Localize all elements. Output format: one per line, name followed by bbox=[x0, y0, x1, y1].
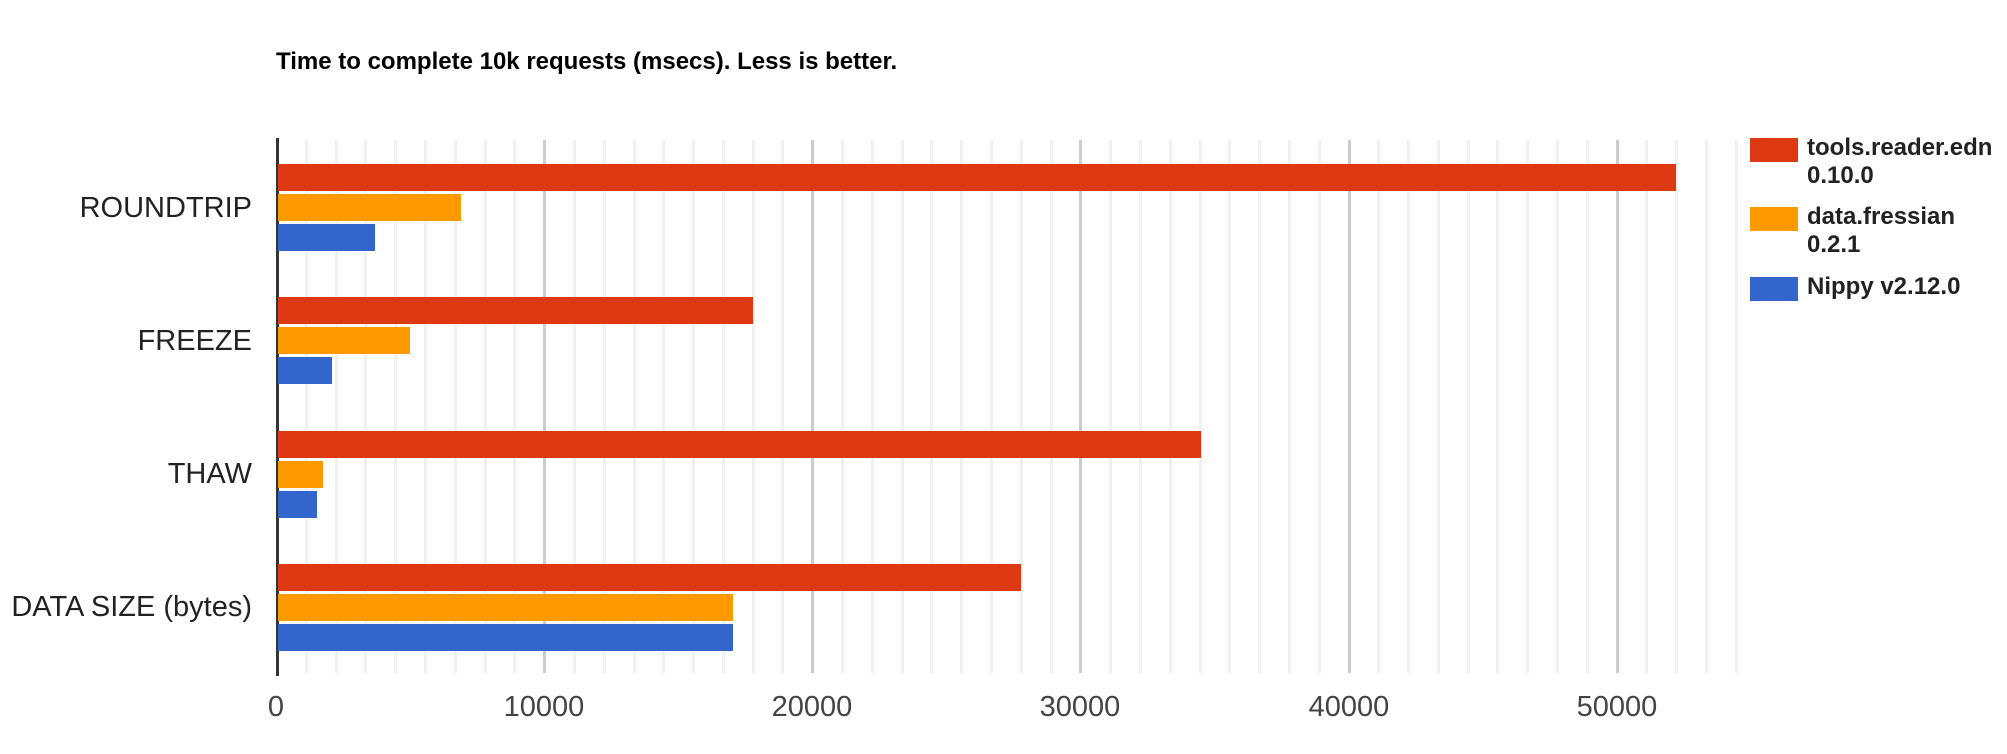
major-gridline bbox=[1079, 140, 1083, 673]
x-tick-label: 0 bbox=[267, 691, 285, 723]
minor-gridline bbox=[841, 140, 845, 673]
x-tick-label: 20000 bbox=[771, 691, 853, 723]
category-label: FREEZE bbox=[137, 325, 252, 357]
minor-gridline bbox=[1138, 140, 1142, 673]
bar-freeze-series2 bbox=[278, 357, 332, 384]
x-tick-label: 30000 bbox=[1039, 691, 1121, 723]
y-axis-baseline bbox=[276, 138, 279, 676]
minor-gridline bbox=[1049, 140, 1053, 673]
bar-roundtrip-series2 bbox=[278, 224, 375, 251]
minor-gridline bbox=[990, 140, 994, 673]
minor-gridline bbox=[1168, 140, 1172, 673]
legend-label-line: 0.10.0 bbox=[1807, 162, 1874, 189]
minor-gridline bbox=[1436, 140, 1440, 673]
minor-gridline bbox=[1228, 140, 1232, 673]
legend-label: data.fressian 0.2.1 bbox=[1807, 203, 1955, 259]
minor-gridline bbox=[1109, 140, 1113, 673]
minor-gridline bbox=[1526, 140, 1530, 673]
legend-swatch bbox=[1750, 277, 1798, 301]
minor-gridline bbox=[1496, 140, 1500, 673]
minor-gridline bbox=[1258, 140, 1262, 673]
major-gridline bbox=[1615, 140, 1619, 673]
bar-data-size-bytes--series2 bbox=[278, 624, 733, 651]
minor-gridline bbox=[1198, 140, 1202, 673]
bar-freeze-series0 bbox=[278, 297, 753, 324]
minor-gridline bbox=[364, 140, 368, 673]
major-gridline bbox=[1347, 140, 1351, 673]
minor-gridline bbox=[602, 140, 606, 673]
plot-area bbox=[276, 140, 1740, 673]
legend-label: tools.reader.edn 0.10.0 bbox=[1807, 134, 1992, 190]
minor-gridline bbox=[1019, 140, 1023, 673]
bar-data-size-bytes--series0 bbox=[278, 564, 1021, 591]
x-tick-label: 50000 bbox=[1576, 691, 1658, 723]
x-tick-label: 40000 bbox=[1308, 691, 1390, 723]
minor-gridline bbox=[662, 140, 666, 673]
legend-swatch bbox=[1750, 207, 1798, 231]
category-label: THAW bbox=[167, 458, 252, 490]
bar-thaw-series1 bbox=[278, 461, 323, 488]
legend-swatch bbox=[1750, 138, 1798, 162]
minor-gridline bbox=[1287, 140, 1291, 673]
minor-gridline bbox=[572, 140, 576, 673]
legend-label-line: data.fressian bbox=[1807, 203, 1956, 230]
minor-gridline bbox=[334, 140, 338, 673]
minor-gridline bbox=[513, 140, 517, 673]
minor-gridline bbox=[1705, 140, 1709, 673]
category-label: ROUNDTRIP bbox=[79, 192, 252, 224]
legend-label-line: Nippy v2.12.0 bbox=[1807, 273, 1961, 300]
major-gridline bbox=[811, 140, 815, 673]
chart-legend: tools.reader.edn 0.10.0 data.fressian 0.2.1… bbox=[1750, 0, 2007, 754]
minor-gridline bbox=[1317, 140, 1321, 673]
minor-gridline bbox=[692, 140, 696, 673]
minor-gridline bbox=[1556, 140, 1560, 673]
chart-title: Time to complete 10k requests (msecs). L… bbox=[276, 48, 898, 75]
bar-thaw-series0 bbox=[278, 431, 1201, 458]
minor-gridline bbox=[900, 140, 904, 673]
minor-gridline bbox=[304, 140, 308, 673]
x-tick-label: 10000 bbox=[503, 691, 585, 723]
legend-label-line: 0.2.1 bbox=[1807, 231, 1861, 258]
minor-gridline bbox=[1407, 140, 1411, 673]
bar-roundtrip-series0 bbox=[278, 164, 1676, 191]
minor-gridline bbox=[1734, 140, 1738, 673]
category-label: DATA SIZE (bytes) bbox=[11, 591, 252, 623]
major-gridline bbox=[543, 140, 547, 673]
legend-label: Nippy v2.12.0 bbox=[1807, 273, 1960, 301]
minor-gridline bbox=[781, 140, 785, 673]
minor-gridline bbox=[751, 140, 755, 673]
minor-gridline bbox=[1675, 140, 1679, 673]
minor-gridline bbox=[453, 140, 457, 673]
minor-gridline bbox=[960, 140, 964, 673]
minor-gridline bbox=[632, 140, 636, 673]
minor-gridline bbox=[1645, 140, 1649, 673]
minor-gridline bbox=[1466, 140, 1470, 673]
minor-gridline bbox=[930, 140, 934, 673]
bar-thaw-series2 bbox=[278, 491, 317, 518]
minor-gridline bbox=[721, 140, 725, 673]
minor-gridline bbox=[483, 140, 487, 673]
minor-gridline bbox=[394, 140, 398, 673]
bar-freeze-series1 bbox=[278, 327, 410, 354]
minor-gridline bbox=[1585, 140, 1589, 673]
minor-gridline bbox=[1377, 140, 1381, 673]
legend-label-line: tools.reader.edn bbox=[1807, 134, 1993, 161]
minor-gridline bbox=[870, 140, 874, 673]
bar-roundtrip-series1 bbox=[278, 194, 461, 221]
bar-data-size-bytes--series1 bbox=[278, 594, 733, 621]
minor-gridline bbox=[423, 140, 427, 673]
